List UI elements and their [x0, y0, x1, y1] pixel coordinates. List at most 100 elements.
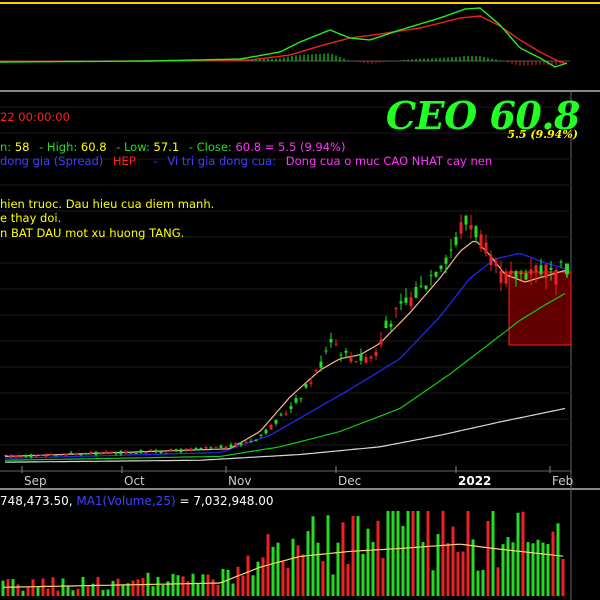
candle-up	[29, 454, 33, 458]
candle-down	[14, 455, 18, 457]
candle-down	[354, 361, 358, 362]
volume-bar-up	[336, 542, 340, 596]
volume-bar-up	[306, 531, 310, 596]
candle-up	[299, 398, 303, 400]
volume-bar-up	[401, 525, 405, 596]
candle-down	[189, 448, 193, 451]
ohlc-line: n: 58 - High: 60.8 - Low: 57.1 - Close: …	[0, 140, 345, 154]
volume-bar-down	[451, 526, 455, 596]
volume-bar-up	[161, 584, 165, 596]
candle-up	[54, 454, 58, 456]
volume-bar-up	[556, 523, 560, 596]
high-label: - High:	[39, 140, 78, 154]
volume-bar-up	[366, 528, 370, 596]
volume-bar-up	[21, 590, 25, 596]
volume-bar-down	[376, 520, 380, 596]
candle-up	[259, 434, 263, 436]
spread-value: HEP	[112, 154, 136, 168]
volume-bar-up	[111, 580, 115, 596]
candle-up	[329, 339, 333, 343]
candle-up	[264, 429, 268, 434]
last-candle	[565, 263, 569, 275]
volume-bar-down	[521, 511, 525, 596]
candle-down	[244, 441, 248, 443]
candle-down	[164, 452, 168, 454]
volume-bar-up	[311, 516, 315, 596]
candle-up	[134, 453, 138, 454]
candle-down	[409, 297, 413, 307]
moving-averages	[4, 240, 566, 463]
volume-bar-up	[356, 516, 360, 596]
volume-bar-up	[226, 569, 230, 596]
volume-bar-down	[321, 561, 325, 596]
candle-down	[9, 454, 13, 458]
candles	[4, 214, 569, 459]
volume-bar-up	[416, 511, 420, 596]
volume-bar-up	[536, 539, 540, 596]
volume-bar-up	[276, 542, 280, 596]
candle-down	[214, 446, 218, 448]
volume-bar-up	[91, 583, 95, 596]
candle-up	[539, 265, 543, 275]
candle-up	[194, 448, 198, 450]
x-tick-label: Dec	[338, 474, 361, 488]
volume-bar-up	[101, 589, 105, 596]
candle-down	[34, 455, 38, 457]
volume-bar-up	[421, 542, 425, 596]
volume-bar-down	[206, 574, 210, 596]
volume-bar-up	[476, 570, 480, 596]
candle-up	[304, 384, 308, 388]
candle-up	[404, 297, 408, 303]
volume-bar-down	[41, 578, 45, 596]
volume-bar-up	[151, 586, 155, 596]
candle-up	[434, 271, 438, 277]
volume-bar-down	[426, 511, 430, 596]
candle-down	[49, 454, 53, 456]
note-line-3: n BAT DAU mot xu huong TANG.	[0, 226, 185, 240]
close-label: - Close:	[188, 140, 232, 154]
ma-blue-line	[4, 252, 566, 459]
volume-bar-down	[551, 531, 555, 596]
candle-up	[114, 451, 118, 454]
candle-up	[129, 452, 133, 454]
candle-up	[94, 451, 98, 455]
candle-up	[69, 452, 73, 454]
candle-up	[474, 226, 478, 238]
volume-bar-down	[346, 564, 350, 596]
candle-up	[179, 449, 183, 453]
volume-bar-up	[531, 543, 535, 596]
legend-line: dong gia (Spread) HEP - Vi tri gia dong …	[0, 154, 492, 168]
volume-bar-down	[456, 551, 460, 596]
price-grid	[0, 106, 571, 446]
candle-up	[219, 445, 223, 448]
volume-bar-down	[351, 516, 355, 596]
volume-bar-down	[116, 578, 120, 596]
volume-bar-down	[441, 511, 445, 596]
volume-bar-up	[256, 561, 260, 596]
candle-down	[184, 448, 188, 450]
x-tick-label: Sep	[24, 474, 47, 488]
candle-down	[124, 451, 128, 454]
candle-up	[549, 267, 553, 270]
volume-bar-up	[1, 580, 5, 596]
candle-down	[109, 452, 113, 454]
volume-bar-up	[541, 542, 545, 596]
candle-down	[64, 453, 68, 456]
candle-up	[514, 271, 518, 279]
volume-bar-down	[446, 543, 450, 596]
candle-up	[429, 275, 433, 277]
candle-down	[504, 271, 508, 284]
volume-bar-up	[331, 574, 335, 596]
candle-up	[419, 285, 423, 287]
volume-bar-up	[546, 544, 550, 596]
volume-bar-down	[236, 566, 240, 596]
volume-bar-up	[291, 538, 295, 596]
candle-down	[204, 447, 208, 449]
volume-bar-up	[106, 589, 110, 596]
volume-bar-up	[471, 539, 475, 596]
volume-bar-down	[31, 579, 35, 596]
candle-down	[44, 455, 48, 457]
candle-up	[159, 452, 163, 453]
candle-down	[314, 370, 318, 372]
volume-bar-down	[26, 587, 30, 596]
